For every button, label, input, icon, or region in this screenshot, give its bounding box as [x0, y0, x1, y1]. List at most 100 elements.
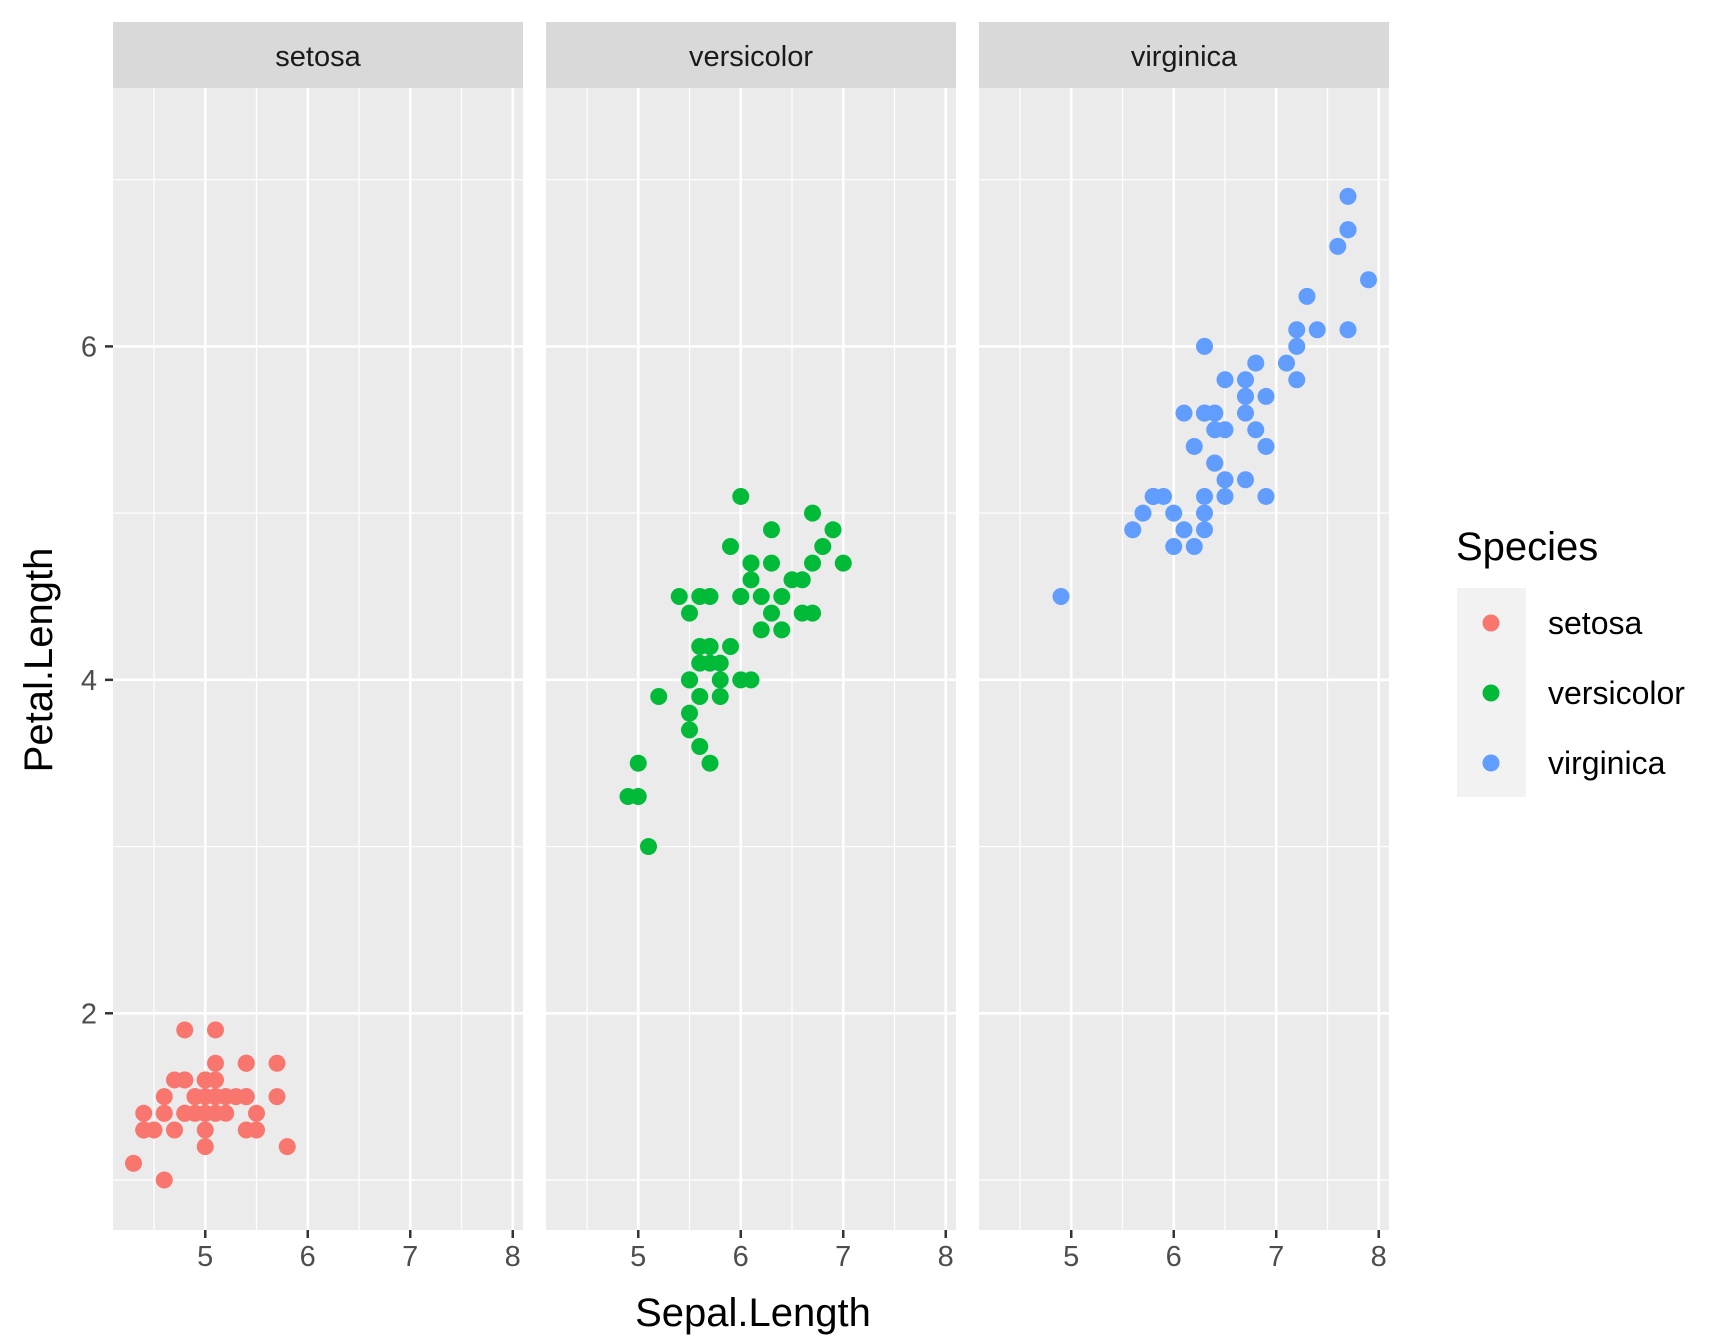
facet-panel-versicolor: versicolor 5 6 7 8: [546, 22, 956, 1273]
data-point: [701, 754, 719, 772]
data-point: [268, 1054, 286, 1072]
data-point: [691, 738, 709, 756]
data-point: [742, 571, 760, 589]
data-point: [691, 587, 709, 605]
data-point: [711, 671, 729, 689]
data-point: [1216, 487, 1234, 505]
data-point: [1196, 487, 1213, 505]
data-point: [1165, 537, 1183, 555]
data-point: [155, 1104, 173, 1122]
data-point: [135, 1104, 153, 1122]
data-point: [186, 1088, 204, 1106]
data-point: [176, 1104, 194, 1122]
x-tick-label: 5: [1063, 1241, 1079, 1273]
data-point: [1288, 371, 1306, 389]
data-point: [1196, 521, 1213, 539]
data-point: [773, 587, 791, 605]
data-point: [752, 621, 770, 639]
data-point: [196, 1104, 214, 1122]
y-axis: 2 4 6: [81, 331, 113, 1030]
data-point: [640, 838, 657, 856]
facet-strip-label: virginica: [1131, 41, 1238, 73]
data-point: [196, 1138, 214, 1156]
data-point: [763, 521, 780, 539]
data-point: [742, 671, 760, 689]
data-point: [125, 1154, 142, 1172]
data-point: [237, 1054, 255, 1072]
data-point: [248, 1104, 265, 1122]
data-point: [1124, 521, 1142, 539]
data-point: [681, 721, 698, 739]
x-tick-label: 5: [197, 1241, 213, 1273]
data-point: [1308, 321, 1326, 339]
x-axis-title: Sepal.Length: [635, 1291, 871, 1335]
data-point: [681, 604, 698, 622]
data-point: [155, 1171, 173, 1189]
data-point: [1165, 504, 1183, 522]
data-point: [207, 1054, 224, 1072]
data-point: [1196, 337, 1213, 355]
data-point: [278, 1138, 296, 1156]
data-point: [701, 637, 719, 655]
data-point: [1155, 487, 1172, 505]
data-point: [166, 1121, 183, 1139]
data-point: [1237, 387, 1254, 405]
data-point: [1257, 487, 1275, 505]
data-point: [1175, 521, 1193, 539]
data-point: [1339, 187, 1357, 205]
facet-strip-label: versicolor: [689, 41, 813, 73]
data-point: [722, 537, 739, 555]
legend: Species setosa versicolor virginica: [1456, 525, 1685, 797]
data-point: [1196, 504, 1213, 522]
data-point: [207, 1088, 224, 1106]
data-point: [1257, 437, 1275, 455]
x-tick-label: 5: [630, 1241, 646, 1273]
data-point: [722, 637, 739, 655]
data-point: [227, 1088, 245, 1106]
data-point: [1216, 371, 1234, 389]
data-point: [1339, 321, 1357, 339]
y-tick-label: 6: [81, 331, 97, 363]
data-point: [793, 604, 811, 622]
panel-background: [113, 88, 523, 1230]
data-point: [1288, 337, 1306, 355]
x-tick-label: 7: [1268, 1241, 1284, 1273]
data-point: [217, 1104, 235, 1122]
data-point: [752, 587, 770, 605]
data-point: [763, 604, 780, 622]
x-tick-label: 8: [505, 1241, 521, 1273]
data-point: [629, 754, 647, 772]
data-point: [1237, 371, 1254, 389]
facet-strip: [979, 22, 1389, 88]
data-point: [629, 788, 647, 806]
data-point: [681, 704, 698, 722]
data-point: [248, 1121, 265, 1139]
data-point: [732, 487, 750, 505]
x-tick-label: 7: [402, 1241, 418, 1273]
data-point: [1298, 287, 1316, 305]
data-point: [1134, 504, 1152, 522]
x-tick-label: 8: [1371, 1241, 1387, 1273]
data-point: [732, 587, 750, 605]
data-point: [1329, 237, 1347, 255]
y-axis-title: Petal.Length: [17, 548, 61, 773]
data-point: [670, 587, 688, 605]
data-point: [824, 521, 842, 539]
facet-strip: [113, 22, 523, 88]
data-point: [155, 1088, 173, 1106]
data-point: [1339, 221, 1357, 239]
data-point: [804, 554, 821, 572]
y-tick-label: 2: [81, 998, 97, 1030]
x-tick-label: 6: [733, 1241, 749, 1273]
facet-panel-setosa: setosa 5 6 7 8: [113, 22, 523, 1273]
data-point: [804, 504, 821, 522]
data-point: [742, 554, 760, 572]
x-tick-label: 7: [835, 1241, 851, 1273]
data-point: [1196, 404, 1213, 422]
legend-key-versicolor: [1482, 684, 1500, 702]
data-point: [176, 1071, 194, 1089]
data-point: [773, 621, 791, 639]
data-point: [1185, 537, 1203, 555]
data-point: [1247, 421, 1265, 439]
